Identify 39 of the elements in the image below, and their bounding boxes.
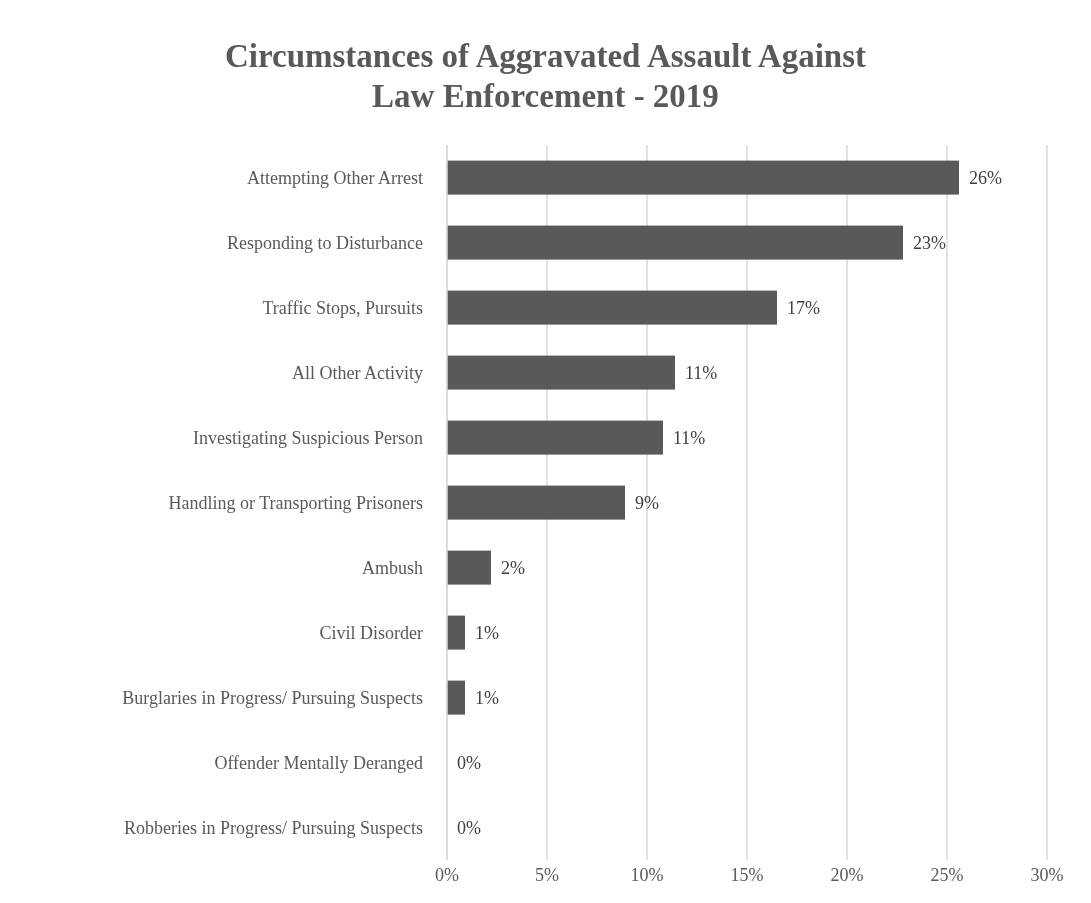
data-label: 1% xyxy=(475,622,499,643)
x-tick-label: 10% xyxy=(630,864,664,885)
bar xyxy=(447,550,491,585)
data-label: 2% xyxy=(501,557,525,578)
bar xyxy=(447,420,663,455)
y-tick-label: Ambush xyxy=(361,557,423,578)
bar xyxy=(447,615,465,650)
bar xyxy=(447,225,903,260)
y-tick-label: Burglaries in Progress/ Pursuing Suspects xyxy=(122,687,423,708)
data-label: 1% xyxy=(475,687,499,708)
y-tick-label: Investigating Suspicious Person xyxy=(193,427,423,448)
x-tick-label: 0% xyxy=(435,864,459,885)
bar xyxy=(447,290,777,325)
data-label: 0% xyxy=(457,752,481,773)
data-label: 17% xyxy=(787,297,820,318)
data-label: 11% xyxy=(673,427,706,448)
y-tick-label: Civil Disorder xyxy=(319,622,423,643)
bar xyxy=(447,680,465,715)
y-tick-label: Attempting Other Arrest xyxy=(247,167,423,188)
chart-title: Circumstances of Aggravated Assault Against Law Enforcement - 2019 xyxy=(223,36,868,116)
y-tick-label: Robberies in Progress/ Pursuing Suspects xyxy=(124,817,423,838)
y-tick-label: Traffic Stops, Pursuits xyxy=(262,297,423,318)
y-tick-label: Offender Mentally Deranged xyxy=(214,752,423,773)
data-label: 23% xyxy=(913,232,946,253)
y-tick-label: Handling or Transporting Prisoners xyxy=(168,492,423,513)
data-label: 11% xyxy=(685,362,718,383)
data-label: 0% xyxy=(457,817,481,838)
x-tick-label: 15% xyxy=(730,864,764,885)
y-tick-label: All Other Activity xyxy=(292,362,423,383)
x-tick-label: 5% xyxy=(535,864,559,885)
data-label: 9% xyxy=(635,492,659,513)
data-label: 26% xyxy=(969,167,1002,188)
x-tick-label: 30% xyxy=(1030,864,1064,885)
bar xyxy=(447,355,675,390)
bar xyxy=(447,160,959,195)
x-tick-label: 25% xyxy=(930,864,964,885)
y-tick-label: Responding to Disturbance xyxy=(227,232,423,253)
x-tick-label: 20% xyxy=(830,864,864,885)
bar xyxy=(447,485,625,520)
